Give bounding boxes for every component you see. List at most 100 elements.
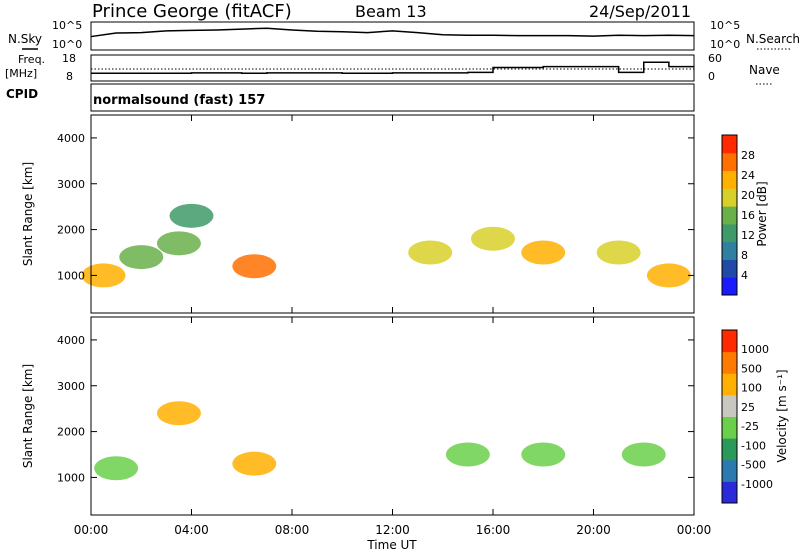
power-colorbar: 28 24 20 16 12 8 4 xyxy=(721,134,755,296)
freq-series-line xyxy=(91,61,694,75)
heatmap-cell xyxy=(521,442,566,467)
colorbar-swatch xyxy=(722,416,737,439)
velocity-y-axis: 4000 3000 2000 1000 xyxy=(57,334,694,484)
freq-label: Freq. xyxy=(18,53,45,66)
colorbar-swatch xyxy=(722,277,737,296)
y-tick-label: 4000 xyxy=(57,334,85,347)
colorbar-tick-label: 1000 xyxy=(741,343,769,356)
colorbar-swatch xyxy=(722,394,737,417)
heatmap-cell xyxy=(156,231,201,256)
noise-right-tick-low: 10^0 xyxy=(710,38,740,51)
x-tick-label: 16:00 xyxy=(476,523,511,537)
freq-left-tick-high: 18 xyxy=(62,52,76,65)
nsky-series-line xyxy=(90,27,695,38)
noise-left-tick-low: 10^0 xyxy=(52,38,82,51)
colorbar-tick-label: 4 xyxy=(741,269,748,282)
y-tick-label: 1000 xyxy=(57,269,85,282)
colorbar-swatch xyxy=(722,241,737,260)
power-y-axis: 4000 3000 2000 1000 xyxy=(57,132,694,282)
heatmap-cell xyxy=(232,451,277,476)
x-tick-label: 00:00 xyxy=(677,523,712,537)
x-tick-label: 12:00 xyxy=(375,523,410,537)
colorbar-swatch xyxy=(722,459,737,482)
x-tick-label: 00:00 xyxy=(74,523,109,537)
freq-panel-frame xyxy=(90,54,695,82)
power-y-label: Slant Range [km] xyxy=(21,162,35,266)
colorbar-swatch xyxy=(722,330,737,353)
x-tick-label: 20:00 xyxy=(576,523,611,537)
heatmap-cell xyxy=(169,203,214,228)
heatmap-cell xyxy=(471,226,515,251)
freq-unit-label: [MHz] xyxy=(5,67,37,80)
colorbar-tick-label: 20 xyxy=(741,189,755,202)
heatmap-cell xyxy=(156,401,201,426)
noise-left-tick-high: 10^5 xyxy=(52,19,82,32)
colorbar-swatch xyxy=(722,373,737,396)
power-colorbar-label: Power [dB] xyxy=(755,181,769,246)
y-tick-label: 3000 xyxy=(57,380,85,393)
colorbar-tick-label: 24 xyxy=(741,169,755,182)
colorbar-swatch xyxy=(722,188,737,207)
colorbar-swatch xyxy=(722,223,737,243)
heatmap-cell xyxy=(621,442,666,467)
velocity-y-label: Slant Range [km] xyxy=(21,364,35,468)
nave-label: Nave xyxy=(749,63,780,77)
colorbar-tick-label: -500 xyxy=(741,459,766,472)
colorbar-swatch xyxy=(722,135,737,154)
beam-title: Beam 13 xyxy=(355,2,427,21)
colorbar-swatch xyxy=(722,351,737,374)
colorbar-swatch xyxy=(722,259,737,278)
cpid-value: normalsound (fast) 157 xyxy=(93,93,265,108)
y-tick-label: 1000 xyxy=(57,471,85,484)
colorbar-swatch xyxy=(722,152,737,172)
velocity-heatmap xyxy=(94,401,666,481)
x-axis-label: Time UT xyxy=(366,538,417,552)
heatmap-cell xyxy=(119,245,164,270)
cpid-label: CPID xyxy=(6,87,38,101)
heatmap-cell xyxy=(521,240,566,265)
nsky-label: N.Sky xyxy=(8,32,42,46)
colorbar-frame xyxy=(721,134,738,296)
colorbar-swatch xyxy=(722,206,737,225)
colorbar-tick-label: 500 xyxy=(741,362,762,375)
colorbar-tick-label: 25 xyxy=(741,401,755,414)
heatmap-cell xyxy=(646,263,691,288)
colorbar-tick-label: 16 xyxy=(741,209,755,222)
x-tick-label: 08:00 xyxy=(275,523,310,537)
colorbar-swatch xyxy=(722,170,737,189)
colorbar-frame xyxy=(721,329,738,504)
heatmap-cell xyxy=(596,240,641,265)
colorbar-tick-label: -100 xyxy=(741,439,766,452)
heatmap-cell xyxy=(232,254,277,279)
y-tick-label: 2000 xyxy=(57,426,85,439)
y-tick-label: 2000 xyxy=(57,224,85,237)
heatmap-cell xyxy=(94,456,139,481)
heatmap-cell xyxy=(445,442,490,467)
freq-right-tick-high: 60 xyxy=(708,52,722,65)
cpid-panel-frame xyxy=(90,83,695,112)
freq-right-tick-low: 0 xyxy=(708,70,715,83)
noise-right-tick-high: 10^5 xyxy=(710,19,740,32)
colorbar-tick-label: 28 xyxy=(741,149,755,162)
colorbar-swatch xyxy=(722,481,737,504)
colorbar-swatch xyxy=(722,438,737,461)
freq-left-tick-low: 8 xyxy=(66,70,73,83)
x-tick-label: 04:00 xyxy=(174,523,209,537)
power-heatmap xyxy=(81,203,691,288)
date-title: 24/Sep/2011 xyxy=(589,2,691,21)
heatmap-cell xyxy=(81,263,126,288)
nsearch-label: N.Search xyxy=(746,32,800,46)
colorbar-tick-label: -25 xyxy=(741,420,759,433)
colorbar-tick-label: 8 xyxy=(741,249,748,262)
colorbar-tick-label: -1000 xyxy=(741,478,773,491)
colorbar-tick-label: 100 xyxy=(741,382,762,395)
heatmap-cell xyxy=(408,240,453,265)
velocity-colorbar-label: Velocity [m s⁻¹] xyxy=(775,369,789,462)
x-axis: 00:00 04:00 08:00 12:00 16:00 20:00 00:00 xyxy=(74,115,712,537)
station-title: Prince George (fitACF) xyxy=(92,1,292,22)
y-tick-label: 3000 xyxy=(57,178,85,191)
y-tick-label: 4000 xyxy=(57,132,85,145)
velocity-colorbar: 1000 500 100 25 -25 -100 -500 -1000 xyxy=(721,329,773,504)
colorbar-tick-label: 12 xyxy=(741,229,755,242)
